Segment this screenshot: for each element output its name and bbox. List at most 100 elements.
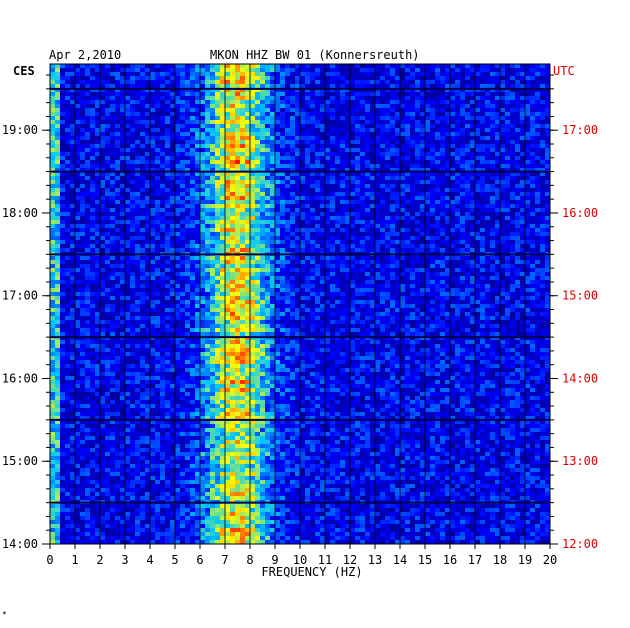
spectrogram-cell [535, 72, 540, 76]
spectrogram-cell [345, 152, 350, 156]
spectrogram-cell [135, 212, 140, 216]
spectrogram-cell [425, 216, 430, 220]
spectrogram-cell [105, 100, 110, 104]
spectrogram-cell [505, 72, 510, 76]
spectrogram-cell [150, 92, 155, 96]
spectrogram-cell [530, 88, 535, 92]
spectrogram-cell [505, 96, 510, 100]
spectrogram-cell [465, 64, 470, 68]
spectrogram-cell [290, 88, 295, 92]
spectrogram-cell [430, 208, 435, 212]
spectrogram-cell [255, 212, 260, 216]
spectrogram-cell [245, 164, 250, 168]
spectrogram-cell [535, 176, 540, 180]
spectrogram-cell [520, 64, 525, 68]
spectrogram-cell [135, 72, 140, 76]
spectrogram-cell [400, 248, 405, 252]
spectrogram-cell [120, 112, 125, 116]
spectrogram-cell [500, 100, 505, 104]
spectrogram-cell [315, 204, 320, 208]
spectrogram-cell [60, 124, 65, 128]
spectrogram-cell [230, 68, 235, 72]
spectrogram-cell [455, 76, 460, 80]
spectrogram-cell [160, 220, 165, 224]
spectrogram-cell [70, 128, 75, 132]
spectrogram-cell [455, 260, 460, 264]
spectrogram-cell [290, 204, 295, 208]
spectrogram-cell [475, 204, 480, 208]
spectrogram-cell [260, 168, 265, 172]
spectrogram-cell [260, 84, 265, 88]
spectrogram-cell [65, 140, 70, 144]
spectrogram-cell [165, 248, 170, 252]
spectrogram-cell [335, 148, 340, 152]
spectrogram-cell [300, 128, 305, 132]
spectrogram-cell [475, 84, 480, 88]
spectrogram-cell [250, 216, 255, 220]
spectrogram-cell [525, 112, 530, 116]
spectrogram-cell [290, 84, 295, 88]
spectrogram-cell [260, 92, 265, 96]
spectrogram-cell [205, 216, 210, 220]
spectrogram-cell [395, 228, 400, 232]
spectrogram-cell [370, 192, 375, 196]
spectrogram-cell [215, 184, 220, 188]
spectrogram-cell [185, 200, 190, 204]
spectrogram-cell [55, 112, 60, 116]
spectrogram-cell [280, 232, 285, 236]
spectrogram-cell [455, 64, 460, 68]
spectrogram-cell [390, 160, 395, 164]
spectrogram-cell [85, 76, 90, 80]
spectrogram-cell [75, 128, 80, 132]
spectrogram-cell [320, 104, 325, 108]
spectrogram-cell [110, 164, 115, 168]
spectrogram-cell [495, 152, 500, 156]
spectrogram-cell [265, 240, 270, 244]
spectrogram-cell [465, 232, 470, 236]
spectrogram-cell [115, 180, 120, 184]
spectrogram-cell [210, 164, 215, 168]
spectrogram-cell [225, 128, 230, 132]
spectrogram-cell [245, 136, 250, 140]
spectrogram-cell [355, 120, 360, 124]
spectrogram-cell [145, 76, 150, 80]
spectrogram-cell [185, 128, 190, 132]
spectrogram-cell [375, 96, 380, 100]
spectrogram-cell [335, 260, 340, 264]
spectrogram-cell [115, 172, 120, 176]
spectrogram-cell [175, 224, 180, 228]
spectrogram-cell [170, 156, 175, 160]
spectrogram-cell [280, 136, 285, 140]
spectrogram-cell [420, 108, 425, 112]
spectrogram-cell [480, 228, 485, 232]
spectrogram-cell [55, 132, 60, 136]
spectrogram-cell [245, 112, 250, 116]
spectrogram-cell [65, 188, 70, 192]
spectrogram-cell [295, 72, 300, 76]
spectrogram-cell [140, 128, 145, 132]
spectrogram-cell [140, 228, 145, 232]
spectrogram-cell [145, 112, 150, 116]
spectrogram-cell [80, 88, 85, 92]
spectrogram-cell [325, 216, 330, 220]
spectrogram-cell [525, 160, 530, 164]
spectrogram-cell [410, 164, 415, 168]
spectrogram-cell [185, 116, 190, 120]
spectrogram-cell [310, 132, 315, 136]
spectrogram-cell [535, 104, 540, 108]
spectrogram-cell [90, 140, 95, 144]
spectrogram-cell [270, 176, 275, 180]
spectrogram-cell [200, 104, 205, 108]
spectrogram-cell [355, 244, 360, 248]
spectrogram-cell [125, 100, 130, 104]
spectrogram-cell [65, 212, 70, 216]
spectrogram-cell [365, 176, 370, 180]
spectrogram-cell [210, 216, 215, 220]
spectrogram-cell [360, 84, 365, 88]
spectrogram-cell [430, 164, 435, 168]
spectrogram-cell [125, 192, 130, 196]
spectrogram-cell [400, 260, 405, 264]
spectrogram-cell [500, 108, 505, 112]
spectrogram-cell [75, 160, 80, 164]
spectrogram-cell [270, 120, 275, 124]
